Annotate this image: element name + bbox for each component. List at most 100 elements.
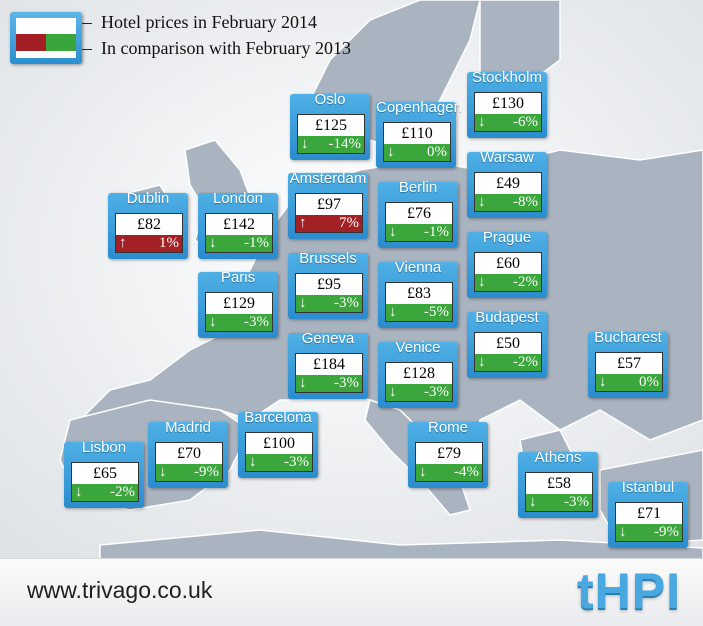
arrow-down-icon: ↓: [249, 453, 257, 470]
arrow-up-icon: ↑: [119, 234, 127, 251]
legend-decrease-swatch: [46, 34, 76, 51]
city-rome[interactable]: Rome £79 ↓ -4%: [408, 416, 488, 488]
arrow-down-icon: ↓: [389, 223, 397, 240]
city-name: Brussels: [299, 250, 357, 267]
city-amsterdam[interactable]: Amsterdam £97 ↑ 7%: [288, 167, 368, 239]
city-name: Dublin: [126, 190, 170, 207]
city-price: £58: [547, 475, 571, 492]
city-price-panel: £65 ↓ -2%: [71, 462, 139, 502]
price-change-percent: -3%: [244, 314, 269, 330]
arrow-up-icon: ↑: [299, 214, 307, 231]
price-change-bar: ↓ 0%: [596, 373, 662, 391]
city-lisbon[interactable]: Lisbon £65 ↓ -2%: [64, 436, 144, 508]
city-istanbul[interactable]: Istanbul £71 ↓ -9%: [608, 476, 688, 548]
city-price: £65: [93, 465, 117, 482]
city-price-panel: £70 ↓ -9%: [155, 442, 223, 482]
arrow-down-icon: ↓: [478, 193, 486, 210]
city-copenhagen[interactable]: Copenhagen £110 ↓ 0%: [376, 96, 462, 168]
city-price: £57: [617, 355, 641, 372]
arrow-down-icon: ↓: [419, 463, 427, 480]
price-change-percent: -1%: [244, 235, 269, 251]
arrow-down-icon: ↓: [301, 135, 309, 152]
arrow-down-icon: ↓: [478, 273, 486, 290]
city-london[interactable]: London £142 ↓ -1%: [198, 187, 278, 259]
city-prague[interactable]: Prague £60 ↓ -2%: [467, 226, 547, 298]
city-oslo[interactable]: Oslo £125 ↓ -14%: [290, 88, 370, 160]
legend-leader-line-1: [82, 23, 92, 24]
city-price-panel: £125 ↓ -14%: [297, 114, 365, 154]
city-price-panel: £110 ↓ 0%: [383, 122, 451, 162]
city-name: Bucharest: [594, 329, 662, 346]
city-venice[interactable]: Venice £128 ↓ -3%: [378, 336, 458, 408]
city-brussels[interactable]: Brussels £95 ↓ -3%: [288, 247, 368, 319]
arrow-down-icon: ↓: [478, 353, 486, 370]
city-name: Paris: [220, 269, 256, 286]
legend-subtitle: In comparison with February 2013: [101, 38, 351, 58]
arrow-down-icon: ↓: [159, 463, 167, 480]
price-change-percent: -6%: [513, 114, 538, 130]
price-change-bar: ↓ -2%: [475, 353, 541, 371]
price-change-bar: ↓ -9%: [156, 463, 222, 481]
city-bucharest[interactable]: Bucharest £57 ↓ 0%: [588, 326, 668, 398]
city-dublin[interactable]: Dublin £82 ↑ 1%: [108, 187, 188, 259]
legend: [10, 12, 82, 68]
city-vienna[interactable]: Vienna £83 ↓ -5%: [378, 256, 458, 328]
city-stockholm[interactable]: Stockholm £130 ↓ -6%: [467, 66, 547, 138]
price-change-percent: -2%: [513, 274, 538, 290]
city-price-panel: £76 ↓ -1%: [385, 202, 453, 242]
website-link[interactable]: www.trivago.co.uk: [27, 577, 213, 603]
price-change-percent: -3%: [284, 454, 309, 470]
city-budapest[interactable]: Budapest £50 ↓ -2%: [467, 306, 547, 378]
city-barcelona[interactable]: Barcelona £100 ↓ -3%: [238, 406, 318, 478]
city-athens[interactable]: Athens £58 ↓ -3%: [518, 446, 598, 518]
city-price-panel: £60 ↓ -2%: [474, 252, 542, 292]
arrow-down-icon: ↓: [75, 483, 83, 500]
city-price-panel: £128 ↓ -3%: [385, 362, 453, 402]
city-madrid[interactable]: Madrid £70 ↓ -9%: [148, 416, 228, 488]
price-change-bar: ↓ -1%: [206, 234, 272, 252]
city-price-panel: £50 ↓ -2%: [474, 332, 542, 372]
city-name: Athens: [534, 449, 582, 466]
price-change-percent: -2%: [513, 354, 538, 370]
arrow-down-icon: ↓: [209, 234, 217, 251]
price-change-bar: ↓ -8%: [475, 193, 541, 211]
price-change-bar: ↓ -2%: [475, 273, 541, 291]
price-change-percent: -1%: [424, 224, 449, 240]
arrow-down-icon: ↓: [599, 373, 607, 390]
price-change-percent: -14%: [328, 136, 362, 152]
city-price: £82: [137, 216, 161, 233]
city-name: Madrid: [165, 419, 211, 436]
city-name: Copenhagen: [376, 99, 462, 116]
city-price-panel: £82 ↑ 1%: [115, 213, 183, 253]
city-price-panel: £97 ↑ 7%: [295, 193, 363, 233]
city-geneva[interactable]: Geneva £184 ↓ -3%: [288, 327, 368, 399]
price-change-bar: ↓ -2%: [72, 483, 138, 501]
price-change-bar: ↓ -6%: [475, 113, 541, 131]
price-change-bar: ↓ 0%: [384, 143, 450, 161]
price-change-bar: ↓ -3%: [526, 493, 592, 511]
city-name: Venice: [395, 339, 441, 356]
city-name: Budapest: [475, 309, 539, 326]
city-paris[interactable]: Paris £129 ↓ -3%: [198, 266, 278, 338]
city-name: Stockholm: [471, 69, 543, 86]
arrow-down-icon: ↓: [209, 313, 217, 330]
legend-leader-line-2: [82, 49, 92, 50]
city-name: London: [212, 190, 264, 207]
price-change-percent: -5%: [424, 304, 449, 320]
city-price: £110: [401, 125, 433, 142]
price-change-percent: -4%: [454, 464, 479, 480]
city-price-panel: £83 ↓ -5%: [385, 282, 453, 322]
price-change-bar: ↓ -1%: [386, 223, 452, 241]
city-price-panel: £79 ↓ -4%: [415, 442, 483, 482]
city-berlin[interactable]: Berlin £76 ↓ -1%: [378, 176, 458, 248]
price-change-bar: ↑ 1%: [116, 234, 182, 252]
arrow-down-icon: ↓: [387, 143, 395, 160]
city-price-panel: £95 ↓ -3%: [295, 273, 363, 313]
city-price-panel: £184 ↓ -3%: [295, 353, 363, 393]
city-warsaw[interactable]: Warsaw £49 ↓ -8%: [467, 146, 547, 218]
city-price: £70: [177, 445, 201, 462]
city-price: £129: [223, 295, 255, 312]
price-change-percent: -2%: [110, 484, 135, 500]
city-price: £50: [496, 335, 520, 352]
